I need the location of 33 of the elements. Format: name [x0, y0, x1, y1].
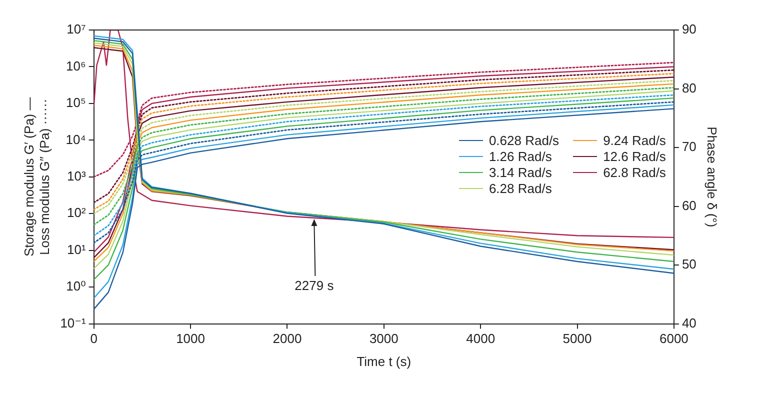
x-tick-label: 6000: [659, 331, 688, 346]
y-axis-title: Storage modulus G′ (Pa) — Loss modulus G″ (Pa) ······: [21, 97, 52, 257]
legend-label: 0.628 Rad/s: [488, 132, 560, 149]
y-tick-label: 10⁷: [66, 22, 86, 37]
y-tick-label: 10³: [67, 168, 87, 184]
y-tick-label: 10⁴: [66, 132, 86, 147]
y2-tick-label: 60: [682, 198, 696, 213]
y-tick-label: 10⁶: [66, 58, 86, 74]
y2-tick-label: 50: [682, 256, 696, 272]
y-tick-label: 10⁵: [66, 95, 86, 110]
x-tick-label: 2000: [272, 331, 302, 346]
y-tick-label: 10²: [67, 205, 87, 220]
legend-label: 9.24 Rad/s: [603, 132, 666, 149]
y-tick-label: 10⁰: [66, 278, 86, 294]
x-tick-label: 0: [90, 331, 98, 346]
legend-label: 6.28 Rad/s: [488, 180, 552, 197]
x-tick-label: 4000: [466, 331, 496, 346]
legend-label: 12.6 Rad/s: [603, 148, 666, 165]
legend-label: 62.8 Rad/s: [603, 164, 666, 181]
y-tick-label: 10⁻¹: [60, 315, 87, 330]
y2-tick-label: 70: [682, 139, 696, 154]
x-axis-title: Time t (s): [356, 354, 412, 369]
x-tick-label: 1000: [176, 331, 205, 346]
legend-label: 3.14 Rad/s: [488, 164, 552, 181]
y2-tick-label: 80: [682, 80, 696, 96]
x-tick-label: 5000: [562, 331, 592, 346]
y-tick-label: 10¹: [67, 242, 87, 257]
y2-axis-title: Phase angle δ (°): [704, 126, 720, 228]
legend-label: 1.26 Rad/s: [488, 148, 552, 165]
y2-tick-label: 90: [682, 22, 696, 37]
annotation: 2279 s: [294, 278, 334, 294]
x-tick-label: 3000: [369, 331, 398, 346]
y2-tick-label: 40: [682, 315, 696, 330]
